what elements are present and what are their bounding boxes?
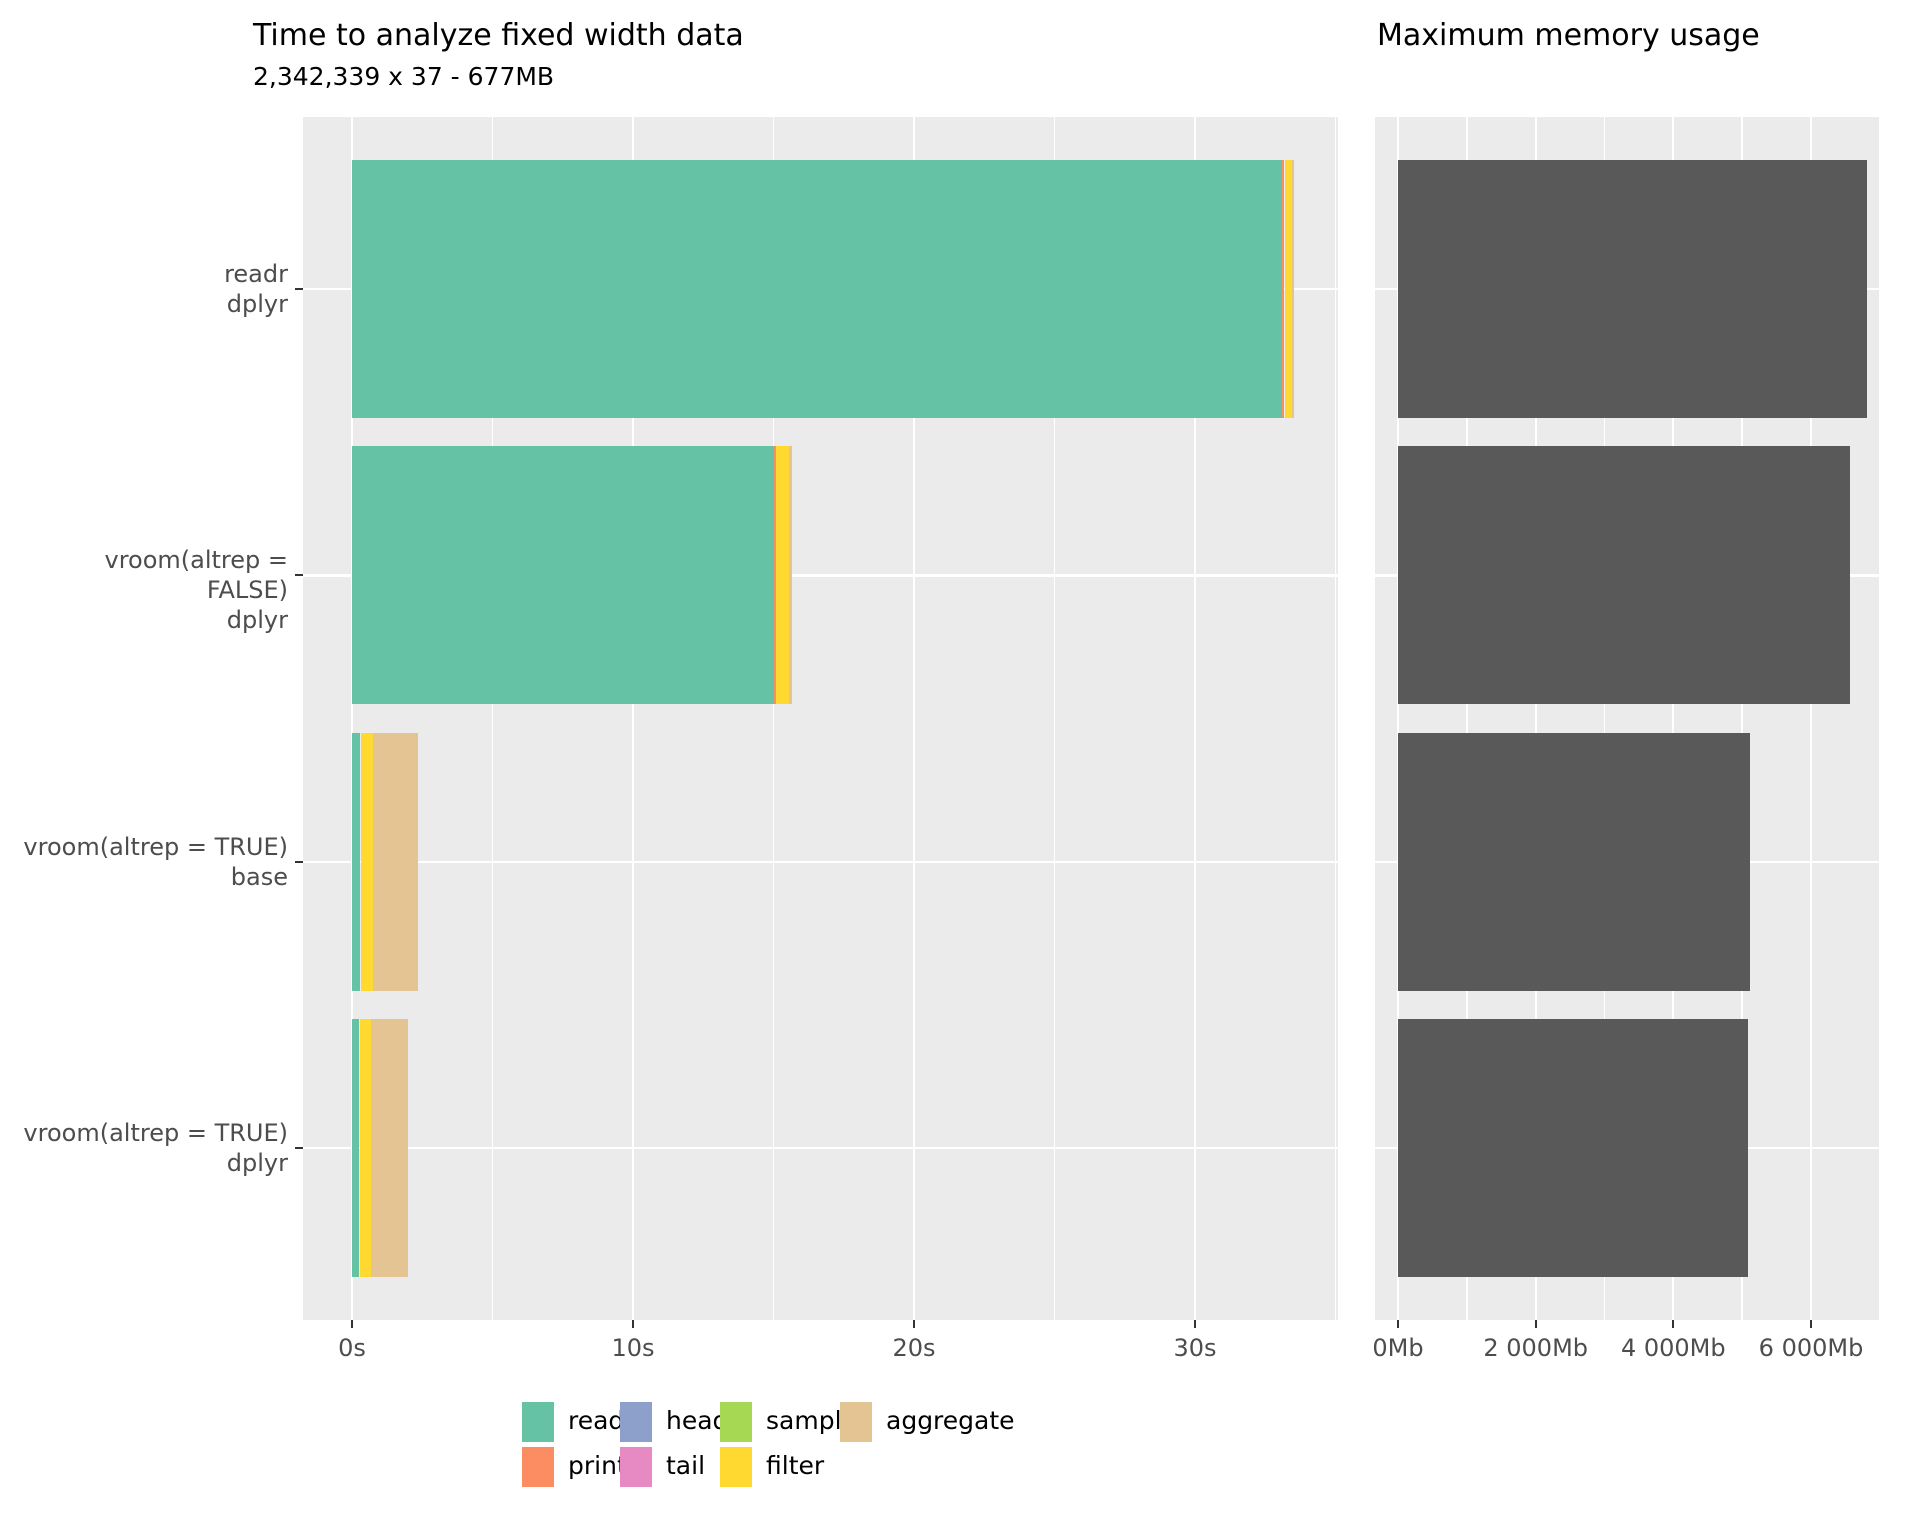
bar-segment-print <box>1282 160 1285 418</box>
time-x-tick <box>351 1320 353 1328</box>
category-label-line1: vroom(altrep = TRUE) <box>23 1119 288 1148</box>
memory-bar <box>1398 1019 1749 1278</box>
legend-label-tail: tail <box>666 1451 706 1480</box>
category-label-line2: dplyr <box>226 290 288 318</box>
legend-key-print <box>522 1447 554 1487</box>
bar-segment-aggregate <box>1292 160 1294 418</box>
memory-x-tick <box>1810 1320 1812 1328</box>
y-tick <box>295 288 303 290</box>
legend-key-sample <box>720 1402 752 1442</box>
major-gridline <box>1534 117 1537 1320</box>
y-tick <box>295 1147 303 1150</box>
memory-x-tick <box>1672 1320 1675 1328</box>
legend-label-aggregate: aggregate <box>886 1406 1015 1435</box>
legend-key-tail <box>620 1447 652 1487</box>
category-label: vroom(altrep = FALSE) dplyr <box>20 545 288 635</box>
bar-segment-read <box>352 1019 359 1278</box>
category-label-line1: vroom(altrep = FALSE) <box>104 546 288 605</box>
memory-x-tick-label: 4 000Mb <box>1620 1334 1726 1362</box>
memory-bar <box>1398 160 1868 418</box>
bar-segment-aggregate <box>372 732 418 991</box>
minor-gridline <box>491 117 494 1320</box>
category-label: readr dplyr <box>20 259 288 319</box>
minor-gridline <box>772 117 775 1320</box>
bar-segment-print <box>773 446 776 705</box>
legend-label-print: print <box>568 1451 627 1480</box>
time-chart-title: Time to analyze fixed width data <box>253 18 744 53</box>
category-label: vroom(altrep = TRUE) base <box>20 832 288 892</box>
category-label-line2: dplyr <box>226 606 288 635</box>
minor-gridline <box>1053 117 1056 1320</box>
major-gridline <box>912 117 916 1320</box>
time-x-tick <box>632 1320 634 1328</box>
y-tick <box>295 574 303 577</box>
legend-key-read <box>522 1402 554 1442</box>
bar-segment-read <box>352 732 360 991</box>
bar-segment-filter <box>361 732 373 991</box>
memory-x-tick-label: 0Mb <box>1372 1334 1424 1362</box>
bar-segment-filter <box>1285 160 1293 418</box>
legend-key-aggregate <box>840 1402 872 1442</box>
memory-chart-panel <box>1375 117 1879 1320</box>
minor-gridline <box>1466 117 1468 1320</box>
time-x-tick <box>913 1320 915 1328</box>
bar-segment-filter <box>360 1019 372 1278</box>
legend-label-head: head <box>666 1406 729 1435</box>
legend-key-head <box>620 1402 652 1442</box>
memory-x-tick-label: 2 000Mb <box>1483 1334 1589 1362</box>
time-x-tick-label: 20s <box>892 1334 936 1362</box>
major-gridline <box>1396 117 1400 1320</box>
row-gridline <box>303 860 1338 863</box>
category-label-line2: dplyr <box>226 1149 288 1178</box>
legend-label-read: read <box>568 1406 625 1435</box>
memory-bar <box>1398 732 1751 991</box>
time-x-tick-label: 10s <box>611 1334 655 1362</box>
memory-bar <box>1398 446 1850 705</box>
major-gridline <box>1672 117 1675 1320</box>
row-gridline <box>303 1147 1338 1150</box>
minor-gridline <box>1603 117 1606 1320</box>
time-x-tick-label: 30s <box>1173 1334 1217 1362</box>
time-x-tick <box>1194 1320 1196 1328</box>
category-label-line1: readr <box>224 260 288 288</box>
major-gridline <box>350 117 354 1320</box>
memory-x-tick <box>1397 1320 1399 1328</box>
y-tick <box>295 860 303 863</box>
bar-segment-read <box>352 160 1283 418</box>
time-x-tick-label: 0s <box>338 1334 366 1362</box>
major-gridline <box>1193 117 1197 1320</box>
bar-segment-filter <box>776 446 789 705</box>
bar-segment-read <box>352 446 774 705</box>
category-label-line2: base <box>230 862 288 891</box>
memory-x-tick <box>1534 1320 1537 1328</box>
major-gridline <box>631 117 635 1320</box>
legend-key-filter <box>720 1447 752 1487</box>
minor-gridline <box>1741 117 1743 1320</box>
bar-segment-aggregate <box>789 446 792 705</box>
legend-label-filter: filter <box>766 1451 825 1480</box>
bar-segment-aggregate <box>371 1019 408 1278</box>
major-gridline <box>1809 117 1813 1320</box>
time-chart-panel <box>303 117 1338 1320</box>
memory-chart-title: Maximum memory usage <box>1377 18 1760 53</box>
time-chart-subtitle: 2,342,339 x 37 - 677MB <box>253 62 555 91</box>
minor-gridline <box>1334 117 1337 1320</box>
memory-x-tick-label: 6 000Mb <box>1758 1334 1864 1362</box>
row-gridline <box>303 574 1338 577</box>
category-label: vroom(altrep = TRUE) dplyr <box>20 1118 288 1178</box>
category-label-line1: vroom(altrep = TRUE) <box>23 832 288 861</box>
